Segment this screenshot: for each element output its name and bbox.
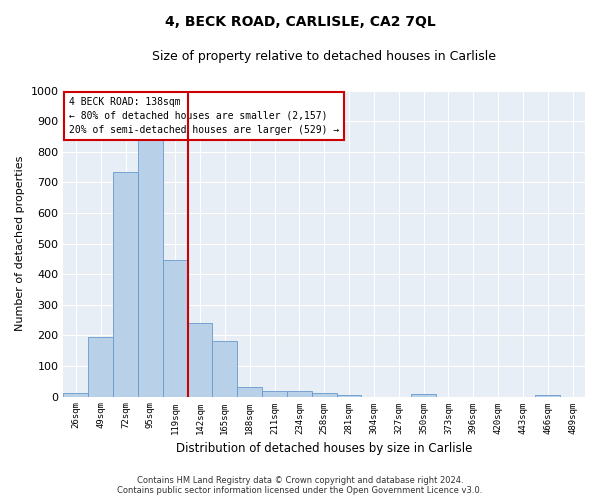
Bar bbox=[163, 260, 188, 396]
Bar bbox=[411, 394, 436, 396]
Bar bbox=[113, 172, 138, 396]
Bar bbox=[188, 323, 212, 396]
X-axis label: Distribution of detached houses by size in Carlisle: Distribution of detached houses by size … bbox=[176, 442, 472, 455]
Title: Size of property relative to detached houses in Carlisle: Size of property relative to detached ho… bbox=[152, 50, 496, 63]
Bar bbox=[237, 388, 262, 396]
Text: 4 BECK ROAD: 138sqm
← 80% of detached houses are smaller (2,157)
20% of semi-det: 4 BECK ROAD: 138sqm ← 80% of detached ho… bbox=[68, 96, 339, 134]
Bar bbox=[212, 342, 237, 396]
Bar bbox=[138, 140, 163, 396]
Bar bbox=[64, 394, 88, 396]
Bar bbox=[262, 392, 287, 396]
Bar bbox=[535, 395, 560, 396]
Y-axis label: Number of detached properties: Number of detached properties bbox=[15, 156, 25, 331]
Text: Contains HM Land Registry data © Crown copyright and database right 2024.
Contai: Contains HM Land Registry data © Crown c… bbox=[118, 476, 482, 495]
Bar bbox=[337, 395, 361, 396]
Bar bbox=[88, 337, 113, 396]
Bar bbox=[287, 392, 312, 396]
Bar bbox=[312, 393, 337, 396]
Text: 4, BECK ROAD, CARLISLE, CA2 7QL: 4, BECK ROAD, CARLISLE, CA2 7QL bbox=[164, 15, 436, 29]
